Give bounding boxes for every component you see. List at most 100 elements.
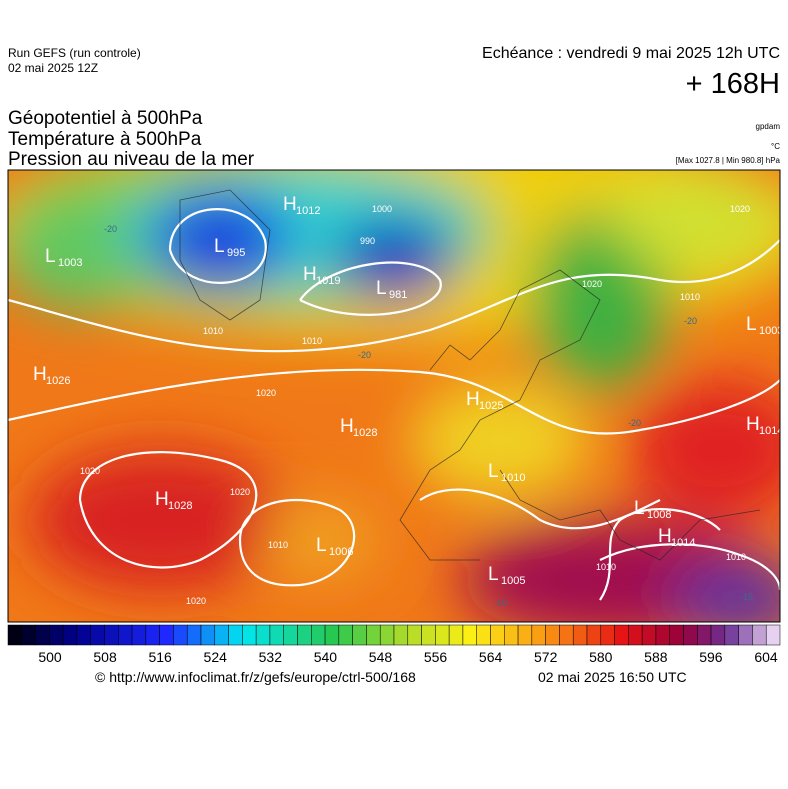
scale-cell [324,624,340,646]
scale-cell [269,624,284,646]
scale-cell [655,624,670,646]
unit-geopotential: gpdam [755,122,780,131]
pressure-value: 1003 [759,325,783,337]
scale-tick-label: 556 [424,649,448,665]
pressure-kind: L [488,564,499,585]
scale-cell [435,624,450,646]
isobar-label: 1020 [186,596,206,606]
scale-cell [462,624,477,646]
scale-tick-label: 524 [204,649,228,665]
scale-cell [200,624,216,646]
scale-tick-label: 588 [644,649,668,665]
scale-tick-label: 564 [479,649,503,665]
scale-cell [600,624,615,646]
scale-cell [614,624,629,646]
isobar-label: 1010 [596,562,616,572]
pressure-kind: H [746,414,760,435]
pressure-kind: H [33,364,47,385]
pressure-value: 1005 [501,575,525,587]
scale-cell [641,624,657,646]
scale-cell [490,624,505,646]
lead-time: + 168H [685,68,780,100]
isobar-label: 1020 [256,388,276,398]
scale-cell [311,624,326,646]
scale-cell [228,624,243,646]
scale-cell [517,624,533,646]
temperature-label: -20 [628,418,641,428]
scale-tick-label: 604 [754,649,778,665]
scale-cell [628,624,643,646]
pressure-value: 1028 [168,500,192,512]
scale-cell [118,624,133,646]
isobar-label: 1010 [302,336,322,346]
temperature-label: -10 [494,598,507,608]
temperature-label: -20 [358,350,371,360]
pressure-value: 1010 [501,472,525,484]
color-scale: 500 508 516 524 532 540 548 556 564 572 580 588 596 6… [7,624,781,665]
temperature-label: -20 [684,316,697,326]
isobar-label: 1020 [582,279,602,289]
pressure-kind: L [316,535,327,556]
scale-cell [738,624,753,646]
scale-cell [104,624,119,646]
scale-tick-label: 548 [369,649,393,665]
isobar-label: 1010 [726,552,746,562]
isobar-label: 1020 [80,466,100,476]
scale-cell [504,624,519,646]
scale-tick-label: 500 [38,649,62,665]
scale-cell [21,624,36,646]
scale-cell [393,624,409,646]
scale-tick-label: 580 [589,649,613,665]
scale-cell [765,624,781,646]
temperature-label: -15 [740,592,753,602]
pressure-kind: L [488,461,499,482]
isobar-label: 1010 [203,326,223,336]
scale-cell [338,624,353,646]
scale-cell [159,624,174,646]
pressure-kind: L [634,498,645,519]
scale-cell [531,624,546,646]
scale-cell [76,624,91,646]
pressure-kind: H [340,416,354,437]
scale-cell [7,624,23,646]
pressure-value: 981 [389,289,407,301]
scale-tick-label: 532 [259,649,283,665]
pressure-value: 1026 [46,375,70,387]
scale-cell [407,624,422,646]
pressure-value: 1008 [647,509,671,521]
pressure-kind: L [376,278,387,299]
scale-cell [352,624,367,646]
pressure-value: 1014 [759,425,783,437]
scale-tick-label: 572 [534,649,558,665]
run-label: Run GEFS (run controle) [8,46,141,60]
pressure-value: 1012 [296,205,320,217]
pressure-value: 1014 [671,537,695,549]
pressure-value: 1025 [479,400,503,412]
temperature-label: -20 [104,224,117,234]
pressure-kind: H [466,389,480,410]
scale-cell [62,624,78,646]
scale-cell [586,624,602,646]
scale-cell [297,624,312,646]
scale-cell [379,624,395,646]
unit-temperature: °C [771,142,780,151]
isobar-label: 1000 [372,204,392,214]
footer-url: © http://www.infoclimat.fr/z/gefs/europe… [95,669,416,685]
scale-cell [145,624,160,646]
isobar-label: 1020 [230,487,250,497]
scale-cell [90,624,105,646]
scale-cell [572,624,588,646]
isobar-label: 1020 [730,204,750,214]
map-frame [7,169,781,623]
scale-cell [669,624,684,646]
scale-cell [752,624,767,646]
scale-cell [724,624,739,646]
scale-cell [186,624,202,646]
scale-cell [366,624,381,646]
scale-cell [49,624,64,646]
scale-cell [283,624,298,646]
pressure-kind: H [155,489,169,510]
scale-cell [255,624,271,646]
